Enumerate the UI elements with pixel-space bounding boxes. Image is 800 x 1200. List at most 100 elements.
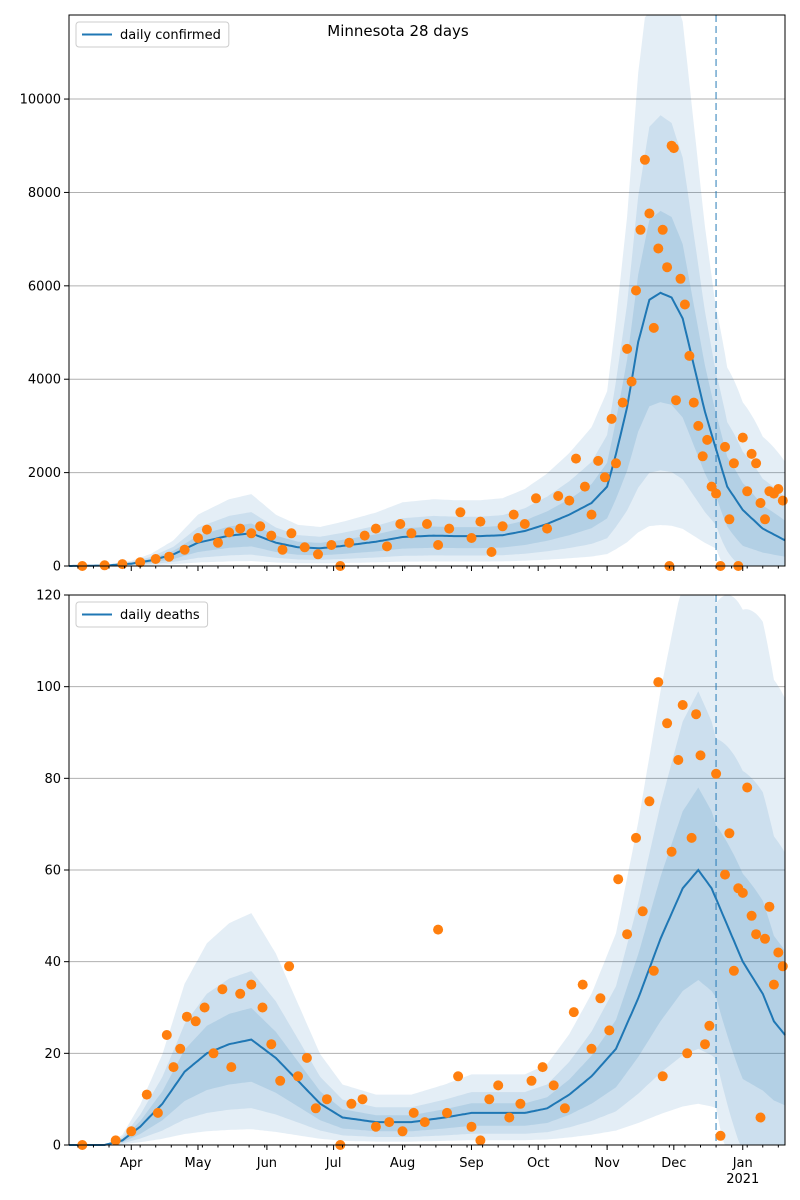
legend-box bbox=[75, 21, 230, 48]
data-point bbox=[395, 519, 406, 529]
data-point bbox=[631, 285, 641, 296]
data-point bbox=[648, 965, 659, 976]
data-point bbox=[688, 397, 699, 408]
x-year-label: 2021 bbox=[726, 1172, 759, 1187]
data-point bbox=[695, 750, 706, 761]
x-tick-label: Jun bbox=[256, 1156, 277, 1171]
data-point bbox=[484, 1094, 495, 1105]
data-point bbox=[475, 516, 486, 527]
data-point bbox=[644, 796, 655, 807]
data-point bbox=[777, 495, 788, 506]
data-point bbox=[235, 988, 246, 999]
data-point bbox=[577, 979, 588, 990]
data-point bbox=[579, 481, 590, 492]
data-point bbox=[408, 1107, 419, 1118]
data-point bbox=[611, 458, 621, 469]
data-point bbox=[657, 224, 668, 235]
data-point bbox=[746, 448, 757, 459]
figure-title: Minnesota 28 days bbox=[327, 22, 469, 40]
data-point bbox=[519, 519, 530, 529]
data-point bbox=[444, 523, 455, 534]
data-point bbox=[559, 1103, 570, 1114]
y-tick-label: 120 bbox=[36, 589, 61, 604]
data-point bbox=[673, 755, 684, 765]
data-point bbox=[742, 782, 753, 793]
data-point bbox=[99, 560, 110, 571]
data-point bbox=[686, 832, 697, 843]
data-point bbox=[326, 540, 337, 550]
data-point bbox=[357, 1094, 368, 1105]
data-point bbox=[662, 718, 673, 729]
data-point bbox=[150, 554, 161, 564]
data-point bbox=[141, 1089, 152, 1100]
data-point bbox=[537, 1062, 548, 1073]
data-point bbox=[653, 677, 664, 688]
data-point bbox=[593, 455, 604, 466]
data-point bbox=[359, 530, 370, 541]
data-point bbox=[711, 768, 722, 779]
data-point bbox=[321, 1094, 332, 1105]
y-axis-confirmed: 0 2000 4000 6000 8000 10000 bbox=[20, 93, 69, 575]
data-point bbox=[542, 523, 553, 534]
x-tick-label: Apr bbox=[120, 1156, 143, 1171]
legend-confirmed: daily confirmed bbox=[75, 21, 230, 48]
data-point bbox=[384, 1117, 395, 1128]
data-point bbox=[515, 1098, 526, 1109]
y-tick-label: 100 bbox=[36, 680, 61, 695]
y-tick-label: 4000 bbox=[28, 373, 61, 388]
observed-points-deaths bbox=[77, 677, 788, 1150]
data-point bbox=[161, 1030, 172, 1040]
uncertainty-band-1 bbox=[69, 595, 785, 1145]
data-point bbox=[493, 1080, 504, 1091]
data-point bbox=[453, 1071, 464, 1082]
data-point bbox=[760, 933, 770, 944]
data-point bbox=[751, 929, 762, 940]
data-point bbox=[310, 1103, 321, 1114]
data-point bbox=[213, 537, 223, 548]
data-point bbox=[728, 458, 739, 469]
data-point bbox=[671, 395, 681, 406]
data-point bbox=[286, 528, 297, 539]
data-point bbox=[668, 143, 679, 154]
data-point bbox=[486, 547, 497, 557]
data-point bbox=[773, 484, 784, 494]
data-point bbox=[684, 350, 695, 361]
data-point bbox=[266, 530, 277, 541]
legend-label-confirmed: daily confirmed bbox=[120, 28, 221, 43]
data-point bbox=[246, 979, 257, 990]
data-point bbox=[764, 901, 775, 912]
y-tick-label: 80 bbox=[44, 772, 61, 787]
data-point bbox=[702, 434, 713, 445]
data-point bbox=[246, 528, 257, 539]
x-tick-label: Oct bbox=[527, 1156, 549, 1171]
x-tick-label: Jan bbox=[732, 1156, 753, 1171]
data-point bbox=[284, 961, 295, 972]
data-point bbox=[691, 709, 702, 720]
data-point bbox=[217, 984, 228, 995]
data-point bbox=[617, 397, 628, 408]
data-point bbox=[382, 541, 392, 552]
y-axis-deaths: 0 20 40 60 80 100 120 bbox=[36, 589, 69, 1154]
data-point bbox=[751, 458, 762, 469]
data-point bbox=[571, 453, 581, 464]
data-point bbox=[179, 544, 190, 555]
data-point bbox=[622, 343, 633, 354]
data-point bbox=[728, 965, 739, 976]
data-point bbox=[526, 1075, 537, 1086]
y-tick-label: 60 bbox=[44, 864, 61, 879]
data-point bbox=[711, 488, 722, 499]
data-point bbox=[677, 700, 688, 710]
data-point bbox=[466, 533, 477, 543]
data-point bbox=[777, 961, 788, 972]
data-point bbox=[720, 869, 730, 880]
data-point bbox=[475, 1135, 486, 1146]
data-point bbox=[293, 1071, 303, 1082]
data-point bbox=[135, 557, 146, 568]
y-tick-label: 6000 bbox=[28, 279, 61, 294]
data-point bbox=[301, 1052, 312, 1063]
y-tick-label: 10000 bbox=[20, 93, 61, 108]
x-axis-confirmed bbox=[77, 566, 779, 571]
data-point bbox=[370, 1121, 381, 1132]
data-point bbox=[773, 947, 784, 958]
data-point bbox=[504, 1112, 515, 1123]
